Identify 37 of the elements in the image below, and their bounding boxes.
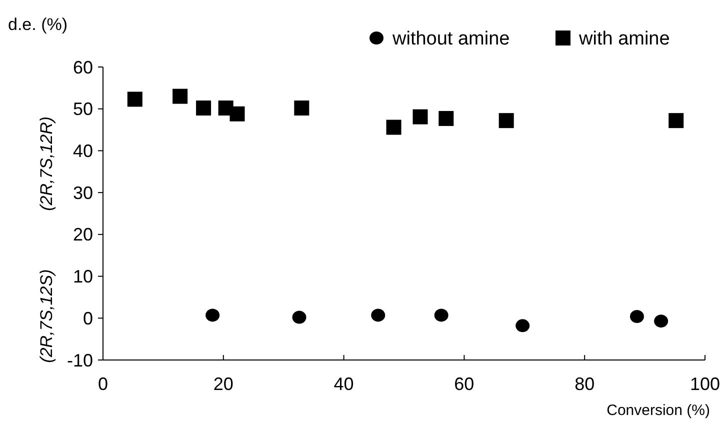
point bbox=[434, 308, 448, 322]
point bbox=[412, 109, 428, 124]
point bbox=[206, 308, 220, 322]
point bbox=[294, 100, 310, 116]
x-tick-label: 0 bbox=[98, 374, 108, 394]
point bbox=[292, 310, 306, 324]
point bbox=[196, 100, 212, 116]
point bbox=[371, 308, 386, 322]
x-tick-label: 20 bbox=[213, 374, 234, 394]
y-tick-label: 50 bbox=[72, 99, 93, 120]
point bbox=[127, 92, 142, 107]
x-tick-label: 40 bbox=[334, 374, 354, 394]
y-tick-label: -10 bbox=[66, 350, 93, 370]
text: (2R,7S,12R) bbox=[37, 116, 56, 211]
point bbox=[668, 113, 684, 128]
x-tick-label: 100 bbox=[690, 374, 720, 394]
x-tick-label: 60 bbox=[454, 374, 474, 394]
y-tick-label: 30 bbox=[72, 182, 93, 203]
text: (2R,7S,12S) bbox=[37, 269, 56, 363]
y-tick-label: 0 bbox=[82, 308, 93, 328]
point bbox=[438, 110, 454, 126]
y-tick-label: 10 bbox=[72, 266, 93, 287]
y-tick-label: 20 bbox=[72, 224, 93, 245]
legend-label: with amine bbox=[578, 28, 670, 50]
point bbox=[654, 314, 668, 328]
y-tick-label: 40 bbox=[72, 141, 93, 162]
y-axis-title: d.e. (%) bbox=[8, 15, 68, 34]
point bbox=[172, 88, 188, 104]
point bbox=[386, 120, 402, 135]
point bbox=[230, 106, 245, 122]
legend-label: without amine bbox=[392, 28, 510, 50]
x-axis-title: Conversion (%) bbox=[606, 402, 710, 419]
point bbox=[498, 113, 514, 128]
y-tick-label: 60 bbox=[72, 57, 93, 78]
x-tick-label: 80 bbox=[574, 374, 595, 394]
point bbox=[516, 319, 530, 332]
point bbox=[630, 310, 644, 323]
